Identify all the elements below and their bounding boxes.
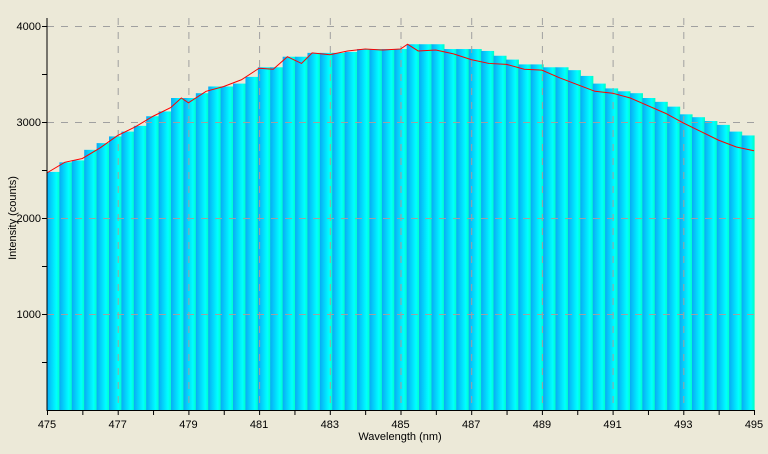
bar	[456, 49, 470, 410]
x-tick-label: 479	[179, 419, 197, 431]
bar	[592, 83, 606, 410]
bar	[282, 56, 296, 410]
y-tick-label: 4000	[17, 21, 41, 33]
x-tick-label: 493	[674, 419, 692, 431]
x-tick-label: 475	[38, 419, 56, 431]
bar	[617, 91, 631, 410]
bar	[406, 44, 420, 411]
bar	[183, 98, 197, 410]
bar	[195, 93, 209, 410]
red-intensity-line	[46, 43, 755, 174]
bar	[133, 125, 147, 410]
bar	[481, 50, 495, 411]
bar	[629, 93, 643, 410]
bar	[691, 117, 705, 410]
bar	[555, 67, 569, 410]
y-tick-label: 2000	[17, 213, 41, 225]
bar	[518, 64, 532, 411]
bar	[121, 131, 135, 410]
x-tick-label: 487	[462, 419, 480, 431]
bar	[171, 98, 185, 410]
bar	[71, 160, 85, 410]
bar	[605, 88, 619, 411]
bar	[233, 83, 247, 410]
bar	[443, 49, 457, 410]
bar	[419, 44, 433, 411]
bar	[332, 52, 346, 410]
bar	[667, 106, 681, 410]
bar	[307, 52, 321, 410]
y-tick-label: 3000	[17, 117, 41, 129]
bar	[357, 49, 371, 410]
y-axis-label: Intensity (counts)	[7, 176, 19, 260]
bar	[431, 44, 445, 411]
bar	[319, 52, 333, 410]
bar	[493, 55, 507, 410]
bar	[468, 49, 482, 410]
x-axis-label: Wavelength (nm)	[358, 431, 441, 443]
bar	[530, 64, 544, 411]
bar	[741, 135, 755, 410]
x-tick-label: 477	[109, 419, 127, 431]
bar	[96, 143, 110, 410]
bar	[704, 121, 718, 410]
bar	[146, 116, 160, 411]
bar	[679, 114, 693, 410]
bar	[580, 75, 594, 411]
bar	[543, 67, 557, 410]
x-tick-label: 491	[603, 419, 621, 431]
x-tick-label: 485	[391, 419, 409, 431]
bar	[158, 111, 172, 410]
bar	[220, 86, 234, 410]
bar	[381, 49, 395, 410]
x-tick-label: 481	[250, 419, 268, 431]
bar	[257, 67, 271, 410]
bar	[654, 101, 668, 410]
y-tick-label: 1000	[17, 309, 41, 321]
x-tick-label: 495	[745, 419, 763, 431]
bar	[369, 49, 383, 410]
bar	[109, 136, 123, 410]
bar	[47, 171, 61, 410]
bars	[47, 44, 755, 411]
bar	[208, 86, 222, 410]
bar	[344, 51, 358, 411]
bar	[505, 59, 519, 410]
x-tick-label: 489	[533, 419, 551, 431]
x-tick-label: 483	[321, 419, 339, 431]
bar	[642, 98, 656, 410]
bar	[245, 76, 259, 410]
grid	[47, 18, 754, 410]
bar	[270, 67, 284, 410]
bar	[59, 162, 73, 410]
bar	[567, 70, 581, 410]
bar	[729, 131, 743, 410]
axes: 475 477 479 481 483 485 487 489 491 493 495 1000 200…	[17, 18, 763, 431]
bar	[716, 124, 730, 410]
bar	[295, 56, 309, 410]
bar	[84, 149, 98, 410]
